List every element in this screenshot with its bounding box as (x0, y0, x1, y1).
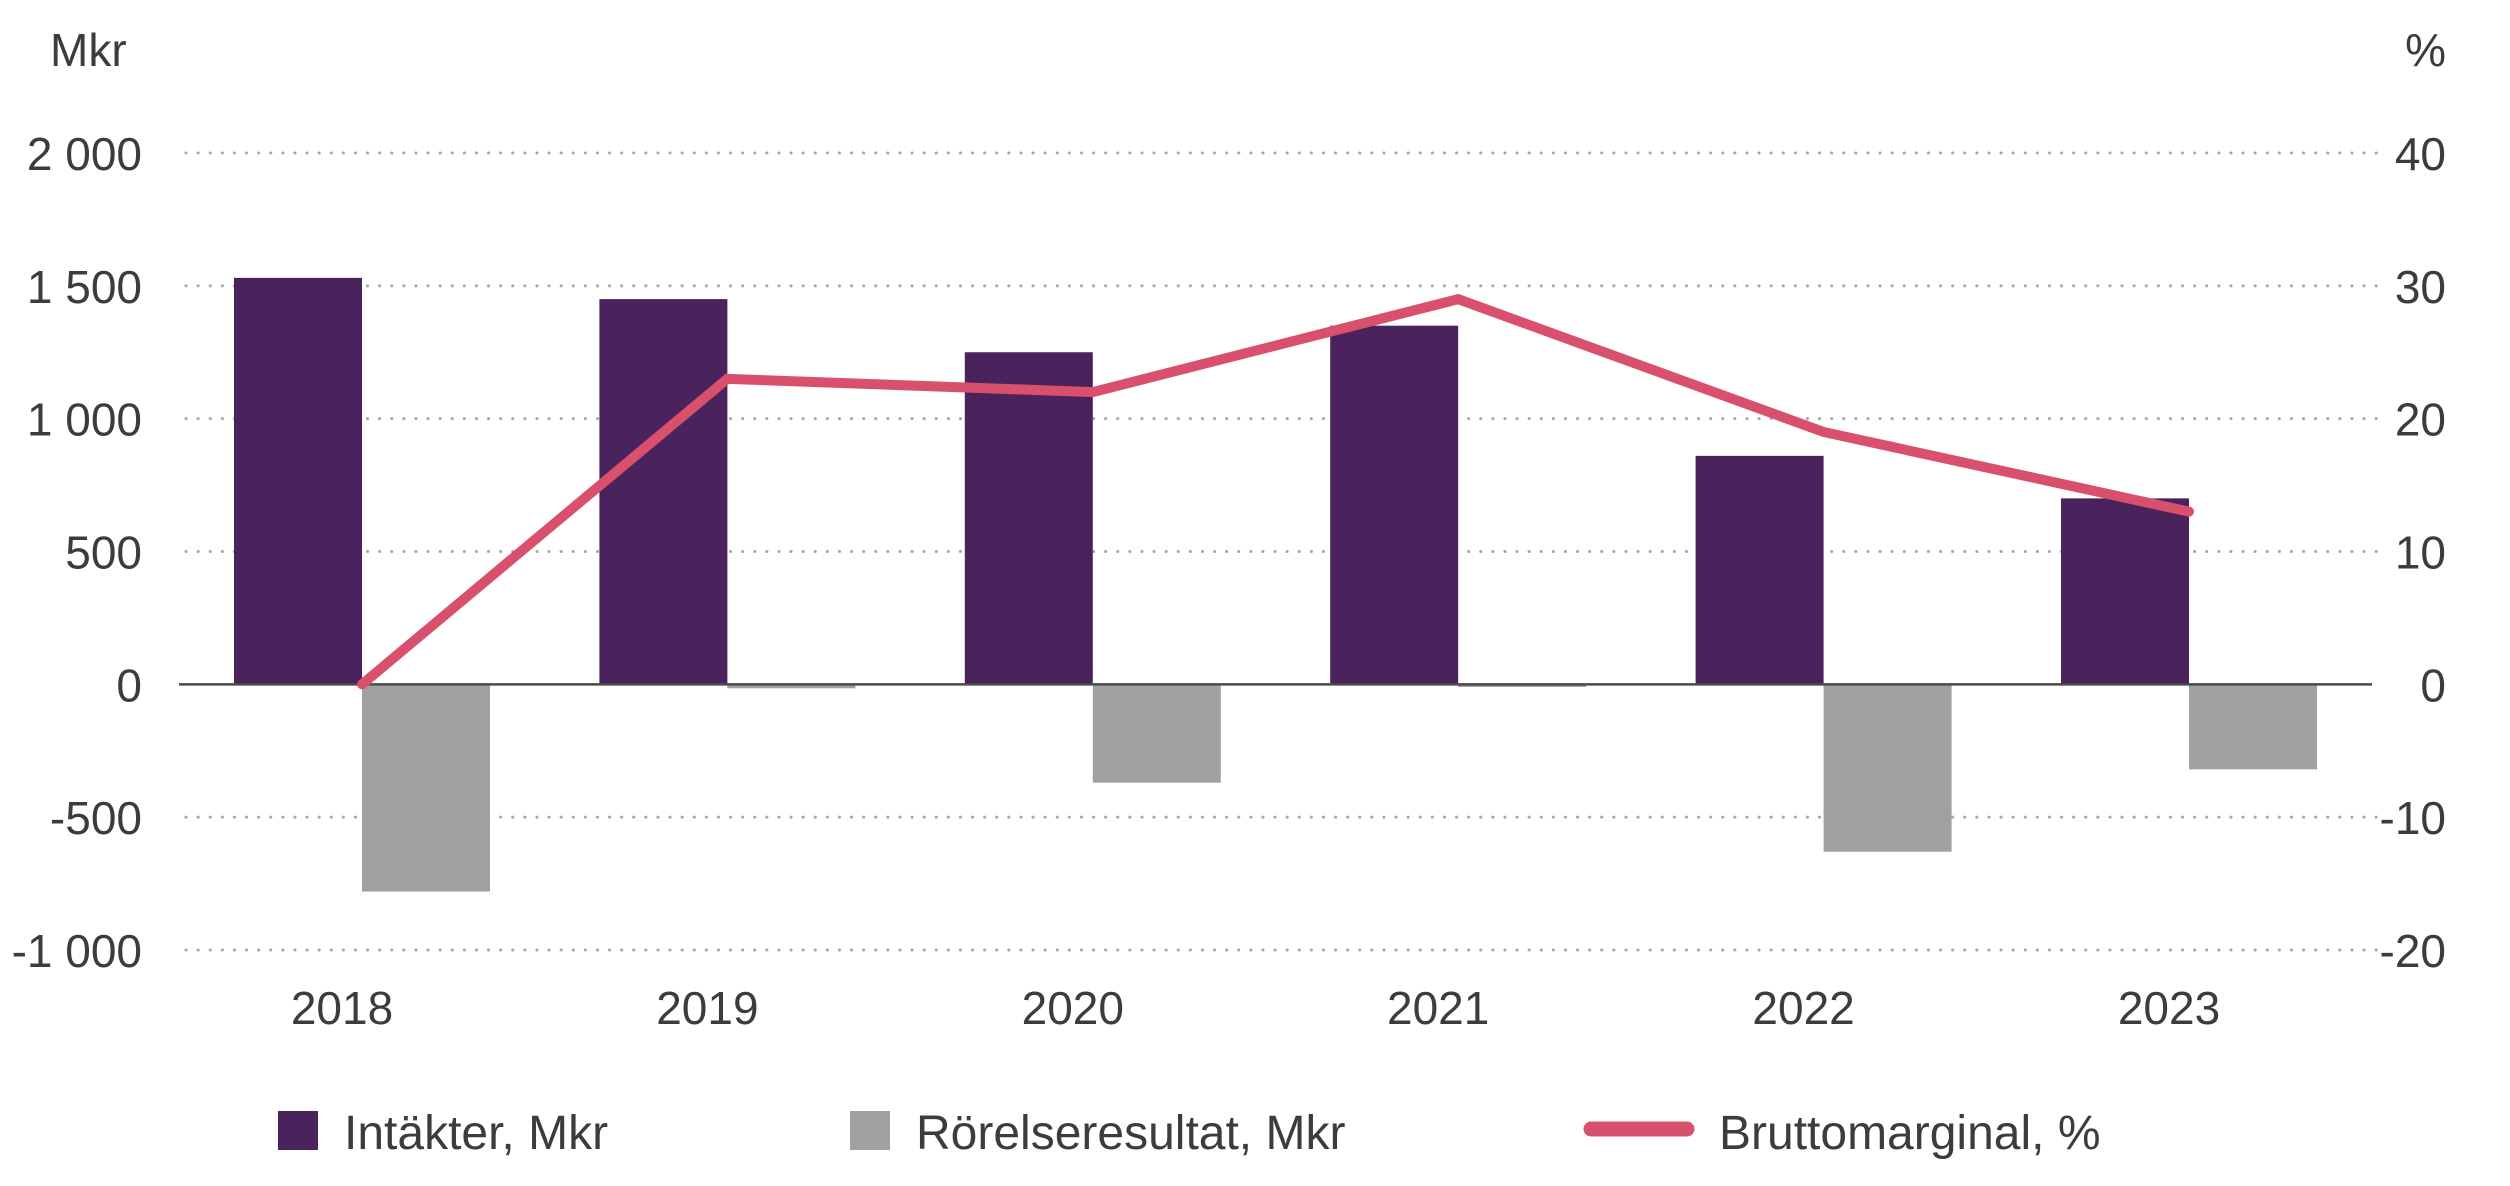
left-tick-label: 0 (116, 659, 142, 711)
right-tick-label: 40 (2395, 128, 2446, 180)
left-tick-label: 1 500 (27, 261, 142, 313)
left-axis-title: Mkr (50, 24, 127, 76)
bar-intakter-2021 (1330, 325, 1459, 685)
line-series (357, 293, 2194, 690)
legend-swatch-1 (850, 1111, 890, 1150)
bar-intakter-2020 (964, 352, 1093, 685)
line-bruttomarginal (357, 293, 2194, 690)
legend-swatch-0 (278, 1111, 318, 1150)
legend-label-1: Rörelseresultat, Mkr (916, 1107, 1345, 1160)
x-label-2023: 2023 (2118, 982, 2220, 1034)
x-label-2019: 2019 (656, 982, 758, 1034)
x-label-2022: 2022 (1752, 982, 1854, 1034)
x-label-2021: 2021 (1387, 982, 1489, 1034)
x-label-2020: 2020 (1022, 982, 1124, 1034)
bar-rorelseresultat-2018 (362, 684, 490, 892)
bar-intakter-2022 (1695, 455, 1824, 685)
bar-rorelseresultat-2022 (1823, 684, 1952, 852)
bar-rorelseresultat-2019 (727, 684, 856, 689)
left-tick-label: 2 000 (27, 128, 142, 180)
bar-rorelseresultat-2021 (1458, 684, 1587, 687)
right-tick-label: -10 (2380, 792, 2446, 844)
right-tick-label: 0 (2420, 659, 2446, 711)
legend: Intäkter, Mkr Rörelseresultat, Mkr Bruttom… (278, 1107, 2101, 1160)
legend-label-2: Bruttomarginal, % (1719, 1107, 2101, 1160)
gridlines (184, 151, 2380, 952)
left-tick-label: 500 (65, 527, 142, 579)
right-tick-label: -20 (2380, 925, 2446, 977)
bar-rorelseresultat-2020 (1092, 684, 1221, 783)
right-axis-title: % (2405, 24, 2446, 76)
x-axis-labels: 2018 2019 2020 2021 2022 2023 (291, 982, 2220, 1034)
right-tick-label: 10 (2395, 527, 2446, 579)
bar-intakter-2023 (2061, 498, 2189, 685)
left-tick-label: -1 000 (12, 925, 142, 977)
bars (234, 277, 2317, 892)
left-axis-ticks: 2 000 1 500 1 000 500 0 -500 -1 000 (12, 128, 142, 977)
bar-intakter-2018 (234, 277, 362, 685)
left-tick-label: -500 (50, 792, 142, 844)
right-axis-ticks: 40 30 20 10 0 -10 -20 (2380, 128, 2446, 977)
x-label-2018: 2018 (291, 982, 393, 1034)
bar-rorelseresultat-2023 (2189, 684, 2317, 770)
right-tick-label: 30 (2395, 261, 2446, 313)
right-tick-label: 20 (2395, 394, 2446, 446)
left-tick-label: 1 000 (27, 394, 142, 446)
bar-intakter-2019 (599, 299, 728, 685)
legend-label-0: Intäkter, Mkr (344, 1107, 608, 1160)
